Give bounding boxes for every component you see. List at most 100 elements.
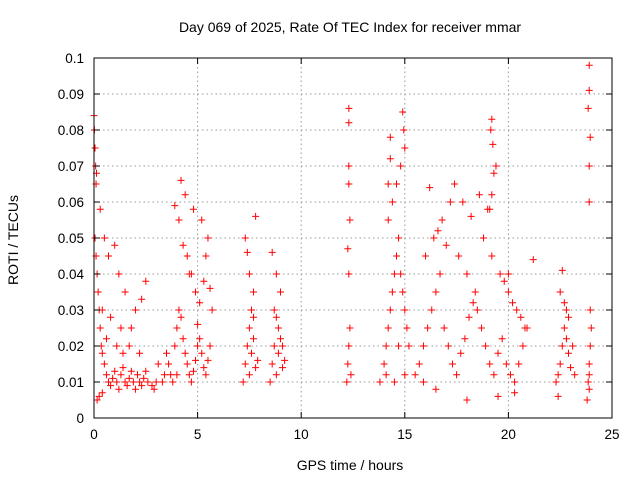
data-point xyxy=(160,371,168,379)
data-point xyxy=(500,277,508,285)
data-point xyxy=(202,371,210,379)
data-point xyxy=(401,144,409,152)
data-point xyxy=(189,205,197,213)
data-point xyxy=(390,378,398,386)
data-point xyxy=(432,288,440,296)
data-point xyxy=(587,324,595,332)
y-tick-label: 0.04 xyxy=(58,267,85,282)
data-point xyxy=(127,367,135,375)
data-point xyxy=(189,367,197,375)
data-point xyxy=(556,360,564,368)
data-point xyxy=(552,378,560,386)
data-point xyxy=(436,270,444,278)
data-point xyxy=(154,360,162,368)
data-point xyxy=(397,270,405,278)
data-point xyxy=(386,155,394,163)
data-point xyxy=(515,360,523,368)
x-tick-label: 10 xyxy=(294,427,309,442)
data-point xyxy=(100,234,108,242)
data-point xyxy=(241,234,249,242)
data-point xyxy=(502,360,510,368)
y-tick-label: 0.02 xyxy=(58,339,84,354)
data-point xyxy=(554,371,562,379)
data-point xyxy=(206,342,214,350)
data-point xyxy=(584,378,592,386)
data-point xyxy=(173,371,181,379)
data-point xyxy=(459,198,467,206)
data-point xyxy=(469,299,477,307)
data-point xyxy=(560,324,568,332)
data-point xyxy=(115,385,123,393)
data-point xyxy=(343,378,351,386)
data-point xyxy=(281,356,289,364)
data-point xyxy=(451,180,459,188)
data-point xyxy=(252,212,260,220)
chart-title: Day 069 of 2025, Rate Of TEC Index for r… xyxy=(179,19,521,35)
data-point xyxy=(567,364,575,372)
data-point xyxy=(583,396,591,404)
data-point xyxy=(247,349,255,357)
data-point xyxy=(513,306,521,314)
data-point xyxy=(556,288,564,296)
data-point xyxy=(403,324,411,332)
data-point xyxy=(395,234,403,242)
data-point xyxy=(422,252,430,260)
x-tick-label: 15 xyxy=(397,427,412,442)
data-point xyxy=(521,324,529,332)
data-point xyxy=(279,342,287,350)
data-point xyxy=(123,382,131,390)
data-point xyxy=(473,306,481,314)
data-point xyxy=(453,371,461,379)
y-tick-label: 0.08 xyxy=(58,123,84,138)
data-point xyxy=(250,313,258,321)
data-point xyxy=(115,270,123,278)
data-point xyxy=(480,234,488,242)
y-tick-label: 0.01 xyxy=(58,375,84,390)
data-point xyxy=(270,342,278,350)
data-point xyxy=(482,342,490,350)
data-point xyxy=(247,306,255,314)
data-point xyxy=(569,342,577,350)
data-point xyxy=(411,371,419,379)
data-point xyxy=(400,126,408,134)
data-point xyxy=(345,119,353,127)
data-point xyxy=(586,133,594,141)
data-point xyxy=(107,382,115,390)
data-point xyxy=(138,295,146,303)
data-point xyxy=(196,335,204,343)
data-point xyxy=(202,252,210,260)
data-point xyxy=(517,313,525,321)
data-point xyxy=(102,335,110,343)
data-point xyxy=(163,349,171,357)
data-point xyxy=(245,270,253,278)
data-point xyxy=(488,252,496,260)
data-point xyxy=(183,252,191,260)
data-point xyxy=(185,371,193,379)
data-point xyxy=(187,378,195,386)
data-point xyxy=(346,324,354,332)
data-point xyxy=(131,306,139,314)
data-point xyxy=(471,288,479,296)
data-point xyxy=(346,216,354,224)
data-point xyxy=(194,342,202,350)
data-point xyxy=(432,385,440,393)
data-point xyxy=(490,371,498,379)
data-point xyxy=(200,277,208,285)
data-point xyxy=(395,342,403,350)
data-point xyxy=(204,234,212,242)
data-point xyxy=(585,162,593,170)
data-point xyxy=(461,335,469,343)
data-point xyxy=(136,349,144,357)
data-point xyxy=(430,234,438,242)
data-point xyxy=(560,299,568,307)
data-point xyxy=(558,342,566,350)
data-point xyxy=(252,364,260,372)
data-point xyxy=(152,378,160,386)
data-point xyxy=(489,140,497,148)
data-point xyxy=(200,364,208,372)
data-point xyxy=(245,324,253,332)
y-tick-label: 0.07 xyxy=(58,159,84,174)
data-point xyxy=(268,248,276,256)
data-point xyxy=(94,288,102,296)
